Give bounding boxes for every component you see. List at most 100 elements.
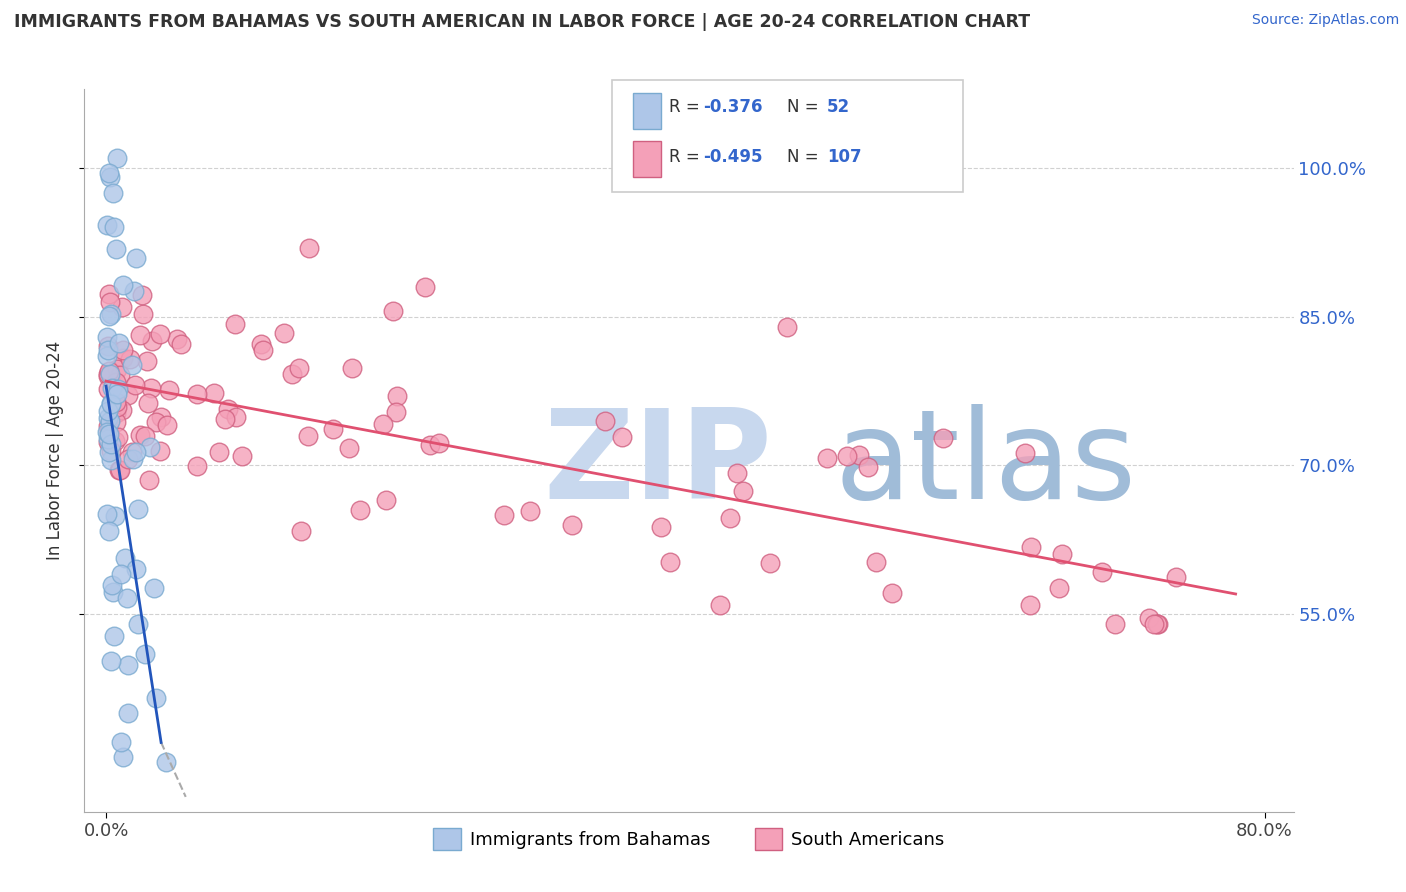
Text: -0.495: -0.495	[703, 147, 762, 166]
Point	[141, 334, 163, 349]
Point	[96, 507, 118, 521]
Point	[1166, 570, 1188, 584]
Point	[98, 294, 121, 309]
Point	[131, 287, 153, 301]
Point	[322, 422, 344, 436]
Point	[105, 361, 128, 376]
Point	[98, 309, 121, 323]
Point	[100, 381, 122, 395]
Point	[815, 451, 838, 466]
Point	[856, 459, 879, 474]
Point	[759, 556, 782, 570]
Point	[298, 241, 321, 255]
Point	[96, 368, 118, 382]
Point	[931, 431, 953, 445]
Point	[104, 406, 127, 420]
Point	[96, 434, 118, 449]
Text: R =: R =	[669, 98, 706, 116]
Point	[128, 327, 150, 342]
Point	[170, 336, 193, 351]
Point	[110, 300, 132, 314]
Point	[297, 429, 319, 443]
Point	[111, 351, 134, 365]
Point	[98, 166, 121, 180]
Point	[117, 706, 139, 720]
Text: N =: N =	[787, 147, 824, 166]
Point	[129, 428, 152, 442]
Point	[374, 492, 396, 507]
Point	[1050, 548, 1073, 562]
Point	[100, 307, 122, 321]
Legend: Immigrants from Bahamas, South Americans: Immigrants from Bahamas, South Americans	[426, 821, 952, 857]
Y-axis label: In Labor Force | Age 20-24: In Labor Force | Age 20-24	[45, 341, 63, 560]
Point	[149, 409, 172, 424]
Point	[96, 425, 118, 439]
Point	[97, 424, 120, 438]
Point	[103, 629, 125, 643]
Point	[125, 251, 148, 265]
Point	[143, 581, 166, 595]
Point	[848, 448, 870, 462]
Point	[166, 332, 188, 346]
Point	[610, 430, 633, 444]
Point	[561, 518, 583, 533]
Point	[427, 436, 450, 450]
Point	[280, 367, 302, 381]
Point	[96, 349, 118, 363]
Point	[231, 449, 253, 463]
Point	[121, 358, 143, 372]
Point	[115, 591, 138, 605]
Point	[97, 411, 120, 425]
Point	[97, 369, 120, 384]
Point	[155, 756, 177, 770]
Point	[273, 326, 295, 341]
Point	[118, 352, 141, 367]
Point	[149, 443, 172, 458]
Point	[718, 510, 741, 524]
Point	[145, 690, 167, 705]
Point	[145, 415, 167, 429]
Point	[382, 303, 405, 318]
Text: 107: 107	[827, 147, 862, 166]
Point	[287, 360, 309, 375]
Point	[97, 445, 120, 459]
Point	[149, 327, 172, 342]
Point	[139, 440, 162, 454]
Point	[105, 242, 128, 256]
Point	[108, 368, 131, 383]
Point	[107, 382, 129, 396]
Point	[108, 463, 131, 477]
Point	[98, 426, 121, 441]
Point	[97, 403, 120, 417]
Point	[108, 336, 131, 351]
Point	[110, 566, 132, 581]
Point	[413, 280, 436, 294]
Point	[225, 409, 247, 424]
Point	[97, 433, 120, 447]
Point	[103, 186, 125, 201]
Point	[105, 152, 128, 166]
Point	[121, 445, 143, 459]
Point	[134, 647, 156, 661]
Point	[100, 444, 122, 458]
Point	[1019, 540, 1042, 554]
Point	[96, 219, 118, 233]
Text: N =: N =	[787, 98, 824, 116]
Point	[112, 343, 135, 357]
Point	[337, 441, 360, 455]
Point	[349, 503, 371, 517]
Point	[100, 170, 122, 185]
Text: ZIP: ZIP	[544, 404, 772, 525]
Point	[1019, 598, 1042, 612]
Point	[156, 417, 179, 432]
Point	[105, 386, 128, 401]
Point	[111, 402, 134, 417]
Point	[186, 459, 208, 474]
Point	[250, 336, 273, 351]
Point	[709, 598, 731, 612]
Point	[1143, 616, 1166, 631]
Point	[98, 414, 121, 428]
Point	[776, 319, 799, 334]
Point	[731, 483, 754, 498]
Text: atlas: atlas	[834, 404, 1136, 525]
